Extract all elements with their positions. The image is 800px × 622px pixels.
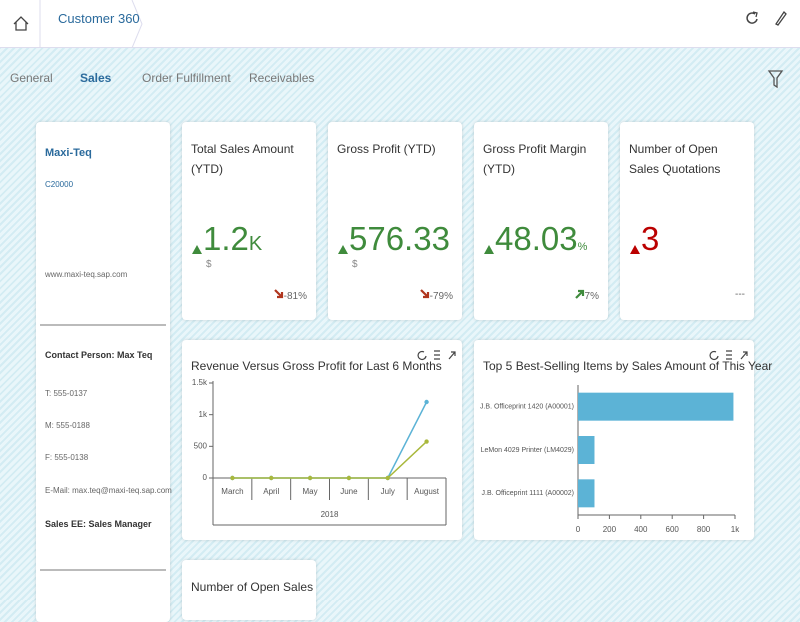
point bbox=[424, 439, 429, 444]
header: Customer 360 bbox=[0, 0, 800, 48]
kpi-unit: $ bbox=[206, 259, 212, 270]
kpi-tile[interactable]: Number of Open Sales Quotations 3 --- bbox=[620, 122, 754, 320]
kpi-value: 3 bbox=[641, 220, 660, 257]
x-tick-label: June bbox=[340, 487, 358, 496]
mobile: M: 555-0188 bbox=[45, 421, 90, 430]
customer-name: Maxi-Teq bbox=[45, 147, 92, 159]
kpi-tile[interactable]: Total Sales Amount (YTD) 1.2K $ -81% bbox=[182, 122, 316, 320]
fax: F: 555-0138 bbox=[45, 453, 89, 462]
y-tick-label: 1.5k bbox=[192, 378, 208, 387]
bar bbox=[578, 392, 734, 421]
x-tick-label: March bbox=[221, 487, 243, 496]
kpi-title: Gross Profit (YTD) bbox=[337, 142, 436, 156]
kpi-value: 48.03% bbox=[495, 220, 588, 257]
page: Customer 360 General Sales Order Fulfillme… bbox=[0, 0, 800, 600]
contact: Contact Person: Max Teq bbox=[45, 350, 153, 360]
x-tick-label: April bbox=[263, 487, 279, 496]
kpi-value: 1.2K bbox=[203, 220, 263, 257]
app-title: Customer 360 bbox=[58, 11, 140, 26]
divider bbox=[40, 569, 166, 571]
phone: T: 555-0137 bbox=[45, 389, 88, 398]
trend-icon bbox=[338, 245, 348, 254]
trend-icon bbox=[192, 245, 202, 254]
y-tick-label: J.B. Officeprint 1420 (A00001) bbox=[480, 404, 574, 411]
y-tick-label: 0 bbox=[203, 473, 208, 482]
x-tick-label: May bbox=[303, 487, 318, 496]
point bbox=[346, 475, 352, 481]
line bbox=[232, 440, 428, 479]
x-tick-label: July bbox=[381, 487, 395, 496]
kpi-title: Number of Open Sales bbox=[191, 580, 314, 594]
filter-icon[interactable] bbox=[766, 68, 786, 90]
kpi-scale: K bbox=[248, 233, 263, 255]
point bbox=[385, 475, 390, 481]
tab[interactable]: Receivables bbox=[249, 71, 315, 85]
sales-employee: Sales EE: Sales Manager bbox=[45, 519, 152, 529]
trend-icon bbox=[630, 245, 640, 254]
kpi-delta: -79% bbox=[419, 289, 453, 302]
x-axis-label: 2018 bbox=[321, 510, 339, 519]
x-tick-label: 200 bbox=[603, 525, 617, 534]
kpi-tile[interactable]: Gross Profit (YTD) 576.33 $ -79% bbox=[328, 122, 462, 320]
point bbox=[307, 475, 313, 481]
x-tick-label: August bbox=[414, 487, 440, 496]
kpi-title: Total Sales Amount (YTD) bbox=[191, 142, 294, 176]
bar bbox=[578, 436, 595, 464]
customer-card: Maxi-Teq C20000 www.maxi-teq.sap.com Con… bbox=[36, 122, 172, 622]
tab[interactable]: Order Fulfillment bbox=[142, 71, 231, 85]
delta-icon bbox=[419, 289, 429, 299]
x-tick-label: 0 bbox=[576, 525, 581, 534]
y-tick-label: LeMon 4029 Printer (LM4029) bbox=[481, 447, 574, 454]
tab[interactable]: Sales bbox=[80, 71, 112, 85]
point bbox=[269, 475, 274, 481]
header-icons bbox=[13, 0, 787, 48]
trend-icon bbox=[484, 245, 494, 254]
kpi-tile[interactable]: Gross Profit Margin (YTD) 48.03% 7% bbox=[474, 122, 608, 320]
point bbox=[230, 475, 235, 481]
x-tick-label: 600 bbox=[666, 525, 680, 534]
kpi-title: Gross Profit Margin (YTD) bbox=[483, 142, 587, 176]
email: E-Mail: max.teq@maxi-teq.sap.com bbox=[45, 486, 172, 495]
kpi-unit: $ bbox=[352, 259, 358, 270]
kpi-scale: % bbox=[577, 241, 588, 253]
kpi-value: 576.33 bbox=[349, 220, 450, 257]
card-icons bbox=[417, 350, 748, 361]
charts: Revenue Versus Gross Profit for Last 6 M… bbox=[191, 350, 772, 534]
kpi-delta: -81% bbox=[273, 289, 307, 302]
x-tick-label: 1k bbox=[731, 525, 740, 534]
kpi-title: Number of Open Sales Quotations bbox=[629, 142, 721, 176]
chart-title: Top 5 Best-Selling Items by Sales Amount… bbox=[483, 359, 772, 373]
line bbox=[232, 401, 428, 479]
tab[interactable]: General bbox=[10, 71, 53, 85]
line-chart-card bbox=[182, 340, 462, 540]
x-tick-label: 400 bbox=[634, 525, 648, 534]
bar-chart-card bbox=[474, 340, 754, 540]
y-tick-label: 1k bbox=[199, 410, 208, 419]
customer-id: C20000 bbox=[45, 180, 74, 189]
point bbox=[424, 399, 429, 405]
kpi-delta: 7% bbox=[574, 289, 599, 302]
delta-icon bbox=[273, 289, 283, 299]
divider bbox=[40, 324, 166, 326]
y-tick-label: 500 bbox=[194, 441, 208, 450]
kpi-delta: --- bbox=[735, 289, 745, 300]
y-tick-label: J.B. Officeprint 1111 (A00002) bbox=[482, 490, 574, 497]
delta-icon bbox=[574, 289, 584, 299]
x-tick-label: 800 bbox=[697, 525, 711, 534]
website: www.maxi-teq.sap.com bbox=[45, 270, 128, 279]
chart-title: Revenue Versus Gross Profit for Last 6 M… bbox=[191, 359, 442, 373]
bar bbox=[578, 479, 595, 508]
